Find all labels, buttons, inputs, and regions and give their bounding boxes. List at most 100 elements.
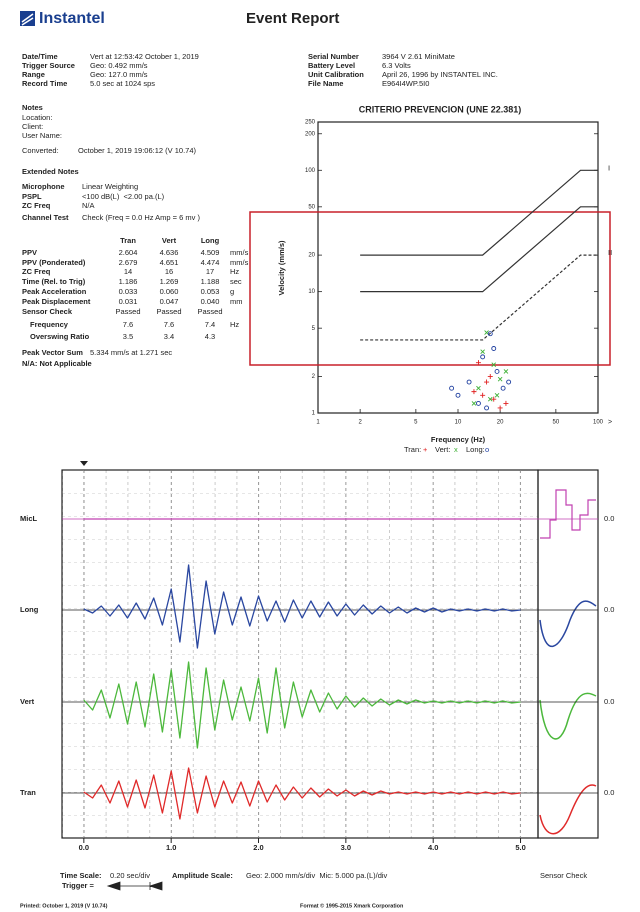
sensor-frame [537, 469, 599, 839]
cell: 17 [206, 267, 214, 276]
criterion-line [360, 169, 598, 256]
footer-label: Time Scale: [60, 871, 102, 880]
legend-marker: o [485, 445, 489, 454]
na-note: N/A: Not Applicable [22, 359, 92, 368]
point [455, 392, 461, 398]
sensor-vert [539, 692, 597, 740]
cell: 4.474 [201, 258, 220, 267]
column-header: Long [201, 236, 220, 245]
x-tick-label: 5.0 [515, 843, 525, 852]
ext-value: N/A [82, 201, 95, 210]
y-tick-label: 20 [308, 253, 315, 259]
info-label: Trigger Source [22, 61, 75, 70]
chart-title: CRITERIO PREVENCION (UNE 22.381) [359, 104, 522, 114]
sensor-value: 0.0 [604, 605, 614, 614]
row-label: ZC Freq [22, 267, 51, 276]
x-axis-label: Frequency (Hz) [431, 435, 486, 444]
channel-label: Tran [20, 788, 36, 797]
legend-marker: + [423, 445, 428, 454]
point [475, 360, 481, 366]
footer-label: Trigger = [62, 881, 95, 890]
y-tick-label: 1 [312, 411, 316, 417]
point [484, 379, 490, 385]
row-label: Overswing Ratio [30, 332, 90, 341]
unit: mm/s [230, 258, 249, 267]
cell: 1.186 [119, 277, 138, 286]
cell: 0.033 [119, 287, 138, 296]
pvs-value: 5.334 mm/s at 1.271 sec [90, 348, 172, 357]
row-label: PPV [22, 248, 37, 257]
x-tick-label: 1.0 [166, 843, 176, 852]
info-value: Geo: 127.0 mm/s [90, 70, 148, 79]
waveform-trace [83, 564, 521, 649]
footer-value: 0.20 sec/div [110, 871, 150, 880]
x-tick-label: 10 [455, 420, 462, 426]
point [449, 385, 455, 391]
x-tick-label: 3.0 [341, 843, 351, 852]
cell: 2.679 [119, 258, 138, 267]
column-header: Vert [162, 236, 177, 245]
logo-stripes [21, 13, 34, 26]
legend-name: Vert: [435, 445, 450, 454]
info-value: Vert at 12:53:42 October 1, 2019 [90, 52, 199, 61]
info-value: E964I4WP.5I0 [382, 79, 429, 88]
sensor-value: 0.0 [604, 514, 614, 523]
point [494, 392, 500, 398]
info-value: 5.0 sec at 1024 sps [90, 79, 155, 88]
logo: Instantel [39, 10, 105, 27]
channel-label: Long [20, 605, 39, 614]
cell: 0.047 [160, 297, 179, 306]
info-value: 3964 V 2.61 MiniMate [382, 52, 455, 61]
point [500, 385, 506, 391]
point [494, 368, 500, 374]
point [491, 362, 497, 368]
row-label: Peak Displacement [22, 297, 91, 306]
info-value: 6.3 Volts [382, 61, 411, 70]
pvs-label: Peak Vector Sum [22, 348, 83, 357]
footer-label: Amplitude Scale: [172, 871, 233, 880]
ext-value: Linear Weighting [82, 182, 138, 191]
cell: 16 [165, 267, 173, 276]
point [487, 373, 493, 379]
cell: 1.269 [160, 277, 179, 286]
legend-name: Long: [466, 445, 485, 454]
point [471, 401, 477, 406]
ext-value: <100 dB(L) <2.00 pa.(L) [82, 192, 165, 201]
footer-small: Format © 1995-2015 Xmark Corporation [300, 902, 404, 909]
sensor-value: 0.0 [604, 697, 614, 706]
legend-name: Tran: [404, 445, 421, 454]
y-axis-label: Velocity (mm/s) [277, 240, 286, 296]
y-tick-label: 100 [305, 168, 316, 174]
cell: 7.6 [164, 320, 174, 329]
wave-grid-v [62, 470, 538, 838]
cell: Passed [115, 307, 140, 316]
unit: Hz [230, 267, 239, 276]
info-label: Date/Time [22, 52, 58, 61]
section-title: Notes [22, 103, 43, 112]
criterion-label: II [608, 248, 612, 257]
note-label: Location: [22, 113, 52, 122]
point [480, 392, 486, 398]
info-value: Geo: 0.492 mm/s [90, 61, 148, 70]
x-tick-label: 50 [553, 420, 560, 426]
info-label: File Name [308, 79, 343, 88]
unit: Hz [230, 320, 239, 329]
ext-label: Channel Test [22, 213, 69, 222]
point [506, 379, 512, 385]
y-tick-label: 2 [312, 374, 316, 380]
cell: 1.188 [201, 277, 220, 286]
cell: 7.4 [205, 320, 215, 329]
info-label: Record Time [22, 79, 67, 88]
ext-value: Check (Freq = 0.0 Hz Amp = 6 mv ) [82, 213, 200, 222]
x-tick-label: 5 [414, 420, 418, 426]
row-label: Time (Rel. to Trig) [22, 277, 86, 286]
unit: sec [230, 277, 242, 286]
x-tick-label: 2 [358, 420, 362, 426]
trigger-icon [106, 881, 163, 891]
point [487, 331, 493, 337]
cell: 4.651 [160, 258, 179, 267]
legend-marker: x [454, 445, 458, 454]
ext-label: PSPL [22, 192, 42, 201]
cell: 2.604 [119, 248, 138, 257]
cell: 0.040 [201, 297, 220, 306]
